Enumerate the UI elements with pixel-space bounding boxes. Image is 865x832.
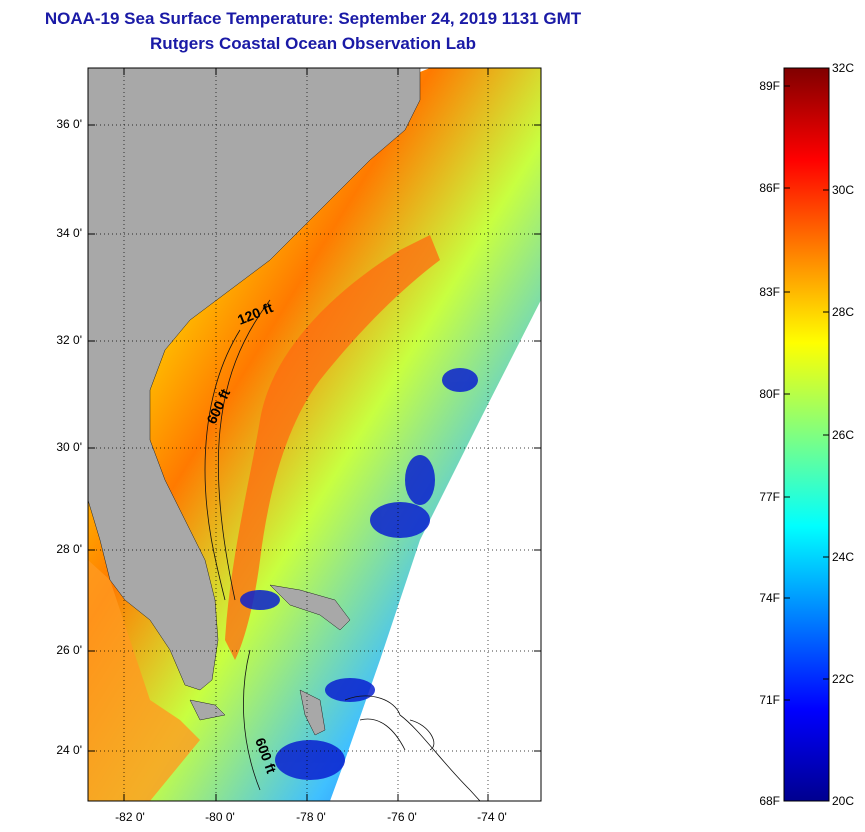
legend-f-label: 71F <box>759 693 780 707</box>
lat-label: 26 0' <box>56 643 82 657</box>
color-bar-ticks <box>784 67 829 802</box>
map-area: 120 ft 600 ft 600 ft <box>88 68 541 801</box>
legend-f-label: 77F <box>759 490 780 504</box>
gulf-of-mexico-water <box>88 560 200 801</box>
page-subtitle: Rutgers Coastal Ocean Observation Lab <box>150 34 476 53</box>
gulf-stream-core <box>225 235 440 660</box>
lon-label: -82 0' <box>115 810 145 824</box>
legend-c-label: 32C <box>832 61 855 75</box>
legend-c-label: 30C <box>832 183 855 197</box>
map-border <box>87 67 542 802</box>
lon-label: -80 0' <box>205 810 235 824</box>
legend-c-label: 26C <box>832 428 855 442</box>
land-us-southeast <box>88 68 421 691</box>
legend-f-label: 68F <box>759 794 780 808</box>
lon-label: -76 0' <box>387 810 417 824</box>
lat-label: 34 0' <box>56 226 82 240</box>
lat-label: 30 0' <box>56 440 82 454</box>
legend-c-label: 28C <box>832 305 855 319</box>
legend-f-label: 86F <box>759 181 780 195</box>
legend-f-label: 74F <box>759 591 780 605</box>
bathymetry-outlines <box>204 299 481 801</box>
lon-label: -74 0' <box>477 810 507 824</box>
legend-f-label: 80F <box>759 387 780 401</box>
legend-c-label: 22C <box>832 672 855 686</box>
legend-c-label: 20C <box>832 794 855 808</box>
lon-label: -78 0' <box>296 810 326 824</box>
lat-label: 28 0' <box>56 542 82 556</box>
legend-c-label: 24C <box>832 550 855 564</box>
axis-ticks <box>88 68 541 801</box>
lat-label: 36 0' <box>56 117 82 131</box>
color-bar <box>783 67 830 802</box>
page-title: NOAA-19 Sea Surface Temperature: Septemb… <box>44 9 582 28</box>
bahamas-islands <box>189 584 351 736</box>
legend-f-label: 83F <box>759 285 780 299</box>
lat-label: 32 0' <box>56 333 82 347</box>
lat-label: 24 0' <box>56 743 82 757</box>
legend-f-label: 89F <box>759 79 780 93</box>
